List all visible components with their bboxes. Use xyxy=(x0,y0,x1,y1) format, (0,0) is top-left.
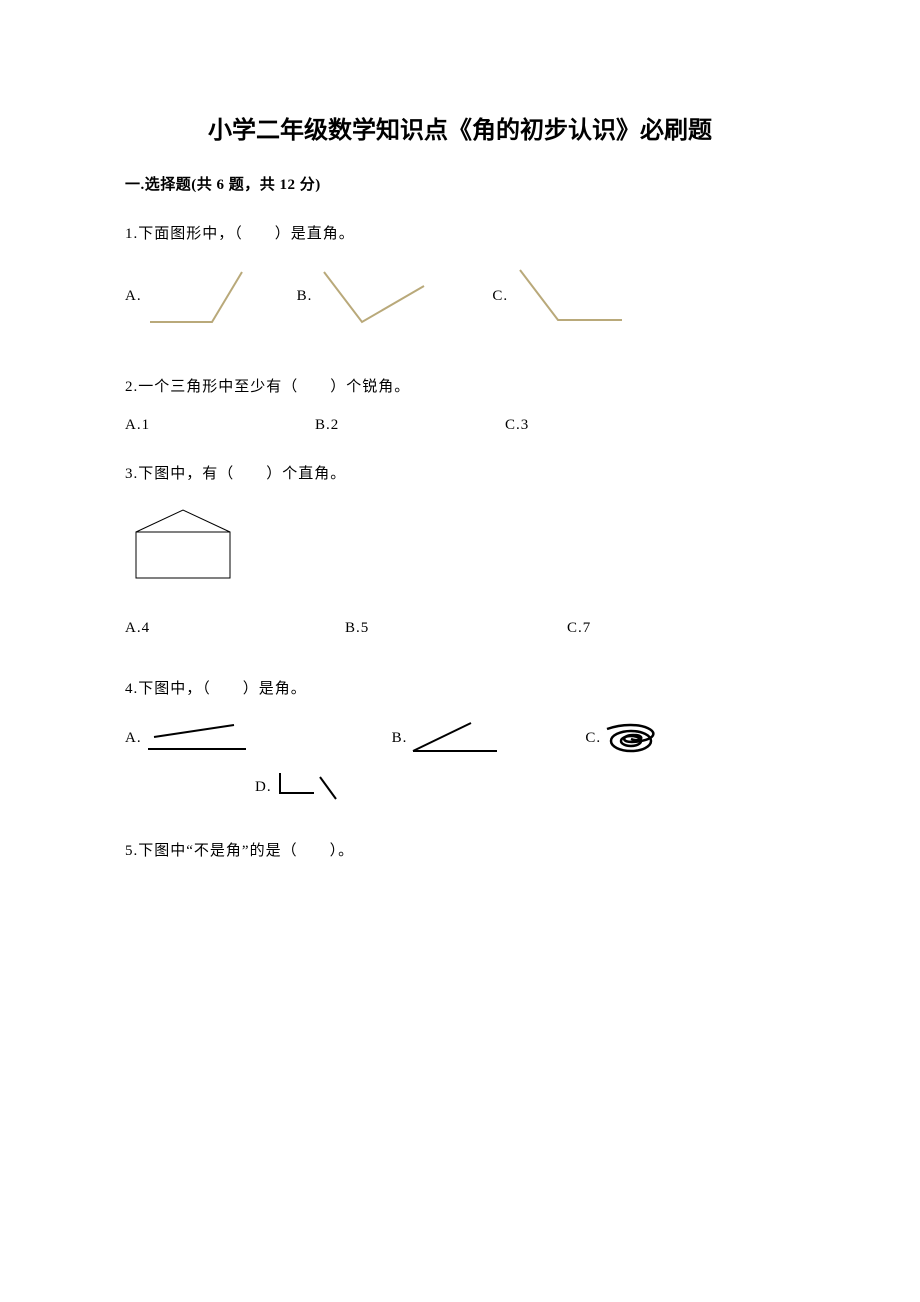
q2-opt-c: C.3 xyxy=(505,417,529,434)
q1-opt-a: A. xyxy=(125,264,257,329)
q3-figure xyxy=(131,504,795,584)
q4-opt-c-label: C. xyxy=(585,730,601,747)
q4-opt-b: B. xyxy=(392,719,506,757)
q1-opt-a-label: A. xyxy=(125,288,142,305)
q1-angle-c-icon xyxy=(508,264,628,329)
q1-opt-b-label: B. xyxy=(297,288,313,305)
q1-text: 1.下面图形中，（ ）是直角。 xyxy=(125,216,795,252)
q2-options: A.1 B.2 C.3 xyxy=(125,417,795,434)
q4-shape-d-icon xyxy=(272,769,344,805)
q4-shape-b-icon xyxy=(407,719,505,757)
q3-opt-a: A.4 xyxy=(125,620,345,637)
q1-opt-c: C. xyxy=(492,264,628,329)
q3-opt-b: B.5 xyxy=(345,620,567,637)
section-header: 一.选择题(共 6 题，共 12 分) xyxy=(125,173,795,194)
q4-opt-b-label: B. xyxy=(392,730,408,747)
q2-opt-a: A.1 xyxy=(125,417,315,434)
q4-shape-a-icon xyxy=(142,719,252,757)
q4-opt-d: D. xyxy=(255,769,344,805)
q4-opt-d-label: D. xyxy=(255,779,272,796)
q1-opt-c-label: C. xyxy=(492,288,508,305)
q1-angle-a-icon xyxy=(142,264,257,329)
q3-opt-c: C.7 xyxy=(567,620,591,637)
q4-text: 4.下图中，（ ）是角。 xyxy=(125,671,795,707)
q2-opt-b: B.2 xyxy=(315,417,505,434)
q4-opt-a: A. xyxy=(125,719,252,757)
q1-angle-b-icon xyxy=(312,264,432,329)
page-title: 小学二年级数学知识点《角的初步认识》必刷题 xyxy=(125,110,795,145)
q3-options: A.4 B.5 C.7 xyxy=(125,620,795,637)
q3-text: 3.下图中，有（ ）个直角。 xyxy=(125,456,795,492)
q2-text: 2.一个三角形中至少有（ ）个锐角。 xyxy=(125,369,795,405)
q4-options-row2: D. xyxy=(255,769,795,805)
q5-text: 5.下图中“不是角”的是（ ）。 xyxy=(125,833,795,869)
q1-options: A. B. C. xyxy=(125,264,795,329)
q4-shape-c-icon xyxy=(601,721,663,755)
q3-house-icon xyxy=(131,504,236,584)
q1-opt-b: B. xyxy=(297,264,433,329)
q4-opt-c: C. xyxy=(585,721,663,755)
q4-opt-a-label: A. xyxy=(125,730,142,747)
q4-options-row1: A. B. C. xyxy=(125,719,795,757)
